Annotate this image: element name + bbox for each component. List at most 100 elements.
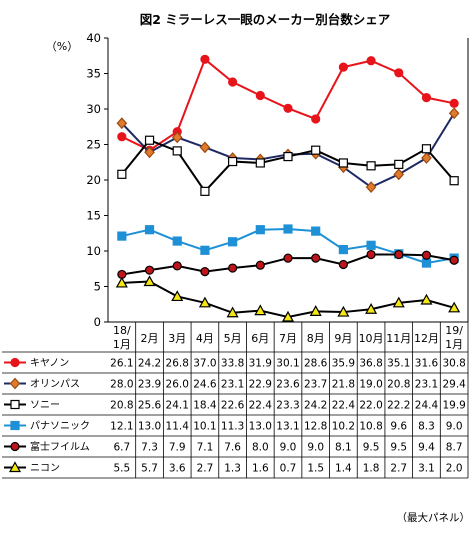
y-tick-label: 20 (86, 173, 101, 187)
table-cell-value: 19.9 (442, 400, 465, 412)
table-cell-value: 1.5 (307, 463, 324, 475)
data-point (394, 68, 404, 78)
table-cell-value: 30.8 (442, 358, 465, 370)
table-cell-value: 35.9 (332, 358, 355, 370)
table-cell-value: 10.1 (193, 421, 216, 433)
legend-label: ニコン (30, 463, 60, 474)
table-cell-value: 24.2 (138, 358, 161, 370)
table-cell-value: 8.1 (335, 442, 352, 454)
data-point (281, 310, 295, 322)
table-cell-value: 22.4 (249, 400, 273, 412)
data-point (393, 168, 405, 181)
table-cell-value: 2.7 (390, 463, 407, 475)
table-cell-value: 9.0 (280, 442, 297, 454)
table-cell-value: 35.1 (387, 358, 410, 370)
table-cell-value: 22.4 (332, 400, 356, 412)
category-label: 18/ (113, 324, 131, 337)
table-cell-value: 2.7 (197, 463, 214, 475)
table-cell-value: 9.4 (418, 442, 435, 454)
y-tick-label: 25 (86, 138, 101, 152)
category-label: 4月 (196, 332, 214, 345)
legend-key (4, 420, 26, 431)
table-cell-value: 12.8 (304, 421, 327, 433)
table-cell-value: 9.5 (390, 442, 407, 454)
data-point (8, 461, 22, 473)
table-cell-value: 22.9 (249, 379, 272, 391)
data-point (283, 103, 293, 113)
data-point (144, 225, 155, 235)
table-cell-value: 36.8 (359, 358, 382, 370)
table-cell-value: 26.0 (166, 379, 189, 391)
table-cell-value: 23.3 (276, 400, 299, 412)
table-cell-value: 24.6 (193, 379, 217, 391)
table-cell-value: 24.4 (415, 400, 439, 412)
table-cell-value: 20.8 (110, 400, 133, 412)
series-1 (116, 107, 460, 193)
y-tick-label: 15 (86, 209, 101, 223)
table-cell-value: 23.6 (276, 379, 300, 391)
legend-label: 富士フイルム (30, 440, 90, 453)
table-cell-value: 29.4 (442, 379, 466, 391)
data-point (200, 245, 210, 255)
legend-label: パナソニック (30, 420, 90, 432)
series-layer (115, 54, 461, 322)
table-cell-value: 12.1 (110, 421, 133, 433)
data-point (420, 293, 433, 305)
legend-key (4, 399, 26, 410)
category-label: 1月 (113, 338, 131, 351)
category-label: 5月 (224, 332, 242, 345)
data-point (226, 306, 239, 318)
table-cell-value: 8.7 (446, 442, 463, 454)
table-cell-value: 23.1 (221, 379, 244, 391)
table-cell-value: 6.7 (113, 442, 130, 454)
category-label: 2月 (141, 332, 159, 345)
data-point (143, 275, 156, 287)
table-cell-value: 7.9 (169, 442, 186, 454)
data-point (10, 420, 20, 431)
data-point (228, 237, 238, 247)
legend-label: ソニー (30, 400, 60, 411)
data-point (228, 156, 238, 167)
table-cell-value: 7.1 (197, 442, 214, 454)
table-cell-value: 21.8 (332, 379, 355, 391)
y-tick-label: 10 (86, 244, 101, 258)
table-cell-value: 0.7 (280, 463, 297, 475)
table-cell-value: 8.0 (252, 442, 269, 454)
table-cell-value: 24.2 (304, 400, 327, 412)
data-point (338, 62, 348, 72)
table-cell-value: 19.0 (359, 379, 382, 391)
category-label: 9月 (334, 332, 352, 345)
data-table: キヤノン 26.1 24.2 26.8 37.0 33.8 31.9 30.1 28.6 35.9… (2, 322, 469, 479)
category-label: 11月 (386, 332, 411, 345)
y-axis: 0 5 10 15 20 25 30 35 40 (86, 31, 108, 329)
table-cell-value: 28.0 (110, 379, 133, 391)
data-point (394, 159, 404, 169)
data-point (116, 117, 128, 130)
legend-label: オリンパス (30, 378, 80, 390)
data-point (337, 305, 350, 317)
category-label: 6月 (251, 332, 269, 345)
table-cell-value: 23.9 (138, 379, 161, 391)
table-cell-value: 9.5 (363, 442, 380, 454)
data-point (172, 146, 182, 156)
data-point (311, 253, 321, 263)
table-cell-value: 1.8 (363, 463, 380, 475)
table-cell-value: 30.1 (276, 358, 299, 370)
table-cell-value: 11.4 (166, 421, 190, 433)
table-cell-value: 22.6 (221, 400, 245, 412)
data-point (449, 98, 459, 108)
data-point (421, 93, 432, 103)
data-point (144, 265, 155, 275)
data-point (115, 276, 128, 288)
plot-frame (107, 38, 469, 478)
table-cell-value: 31.6 (415, 358, 439, 370)
data-point (449, 255, 459, 265)
category-label: 1月 (445, 338, 463, 351)
data-point (311, 114, 321, 124)
data-point (255, 90, 265, 101)
table-cell-value: 31.9 (249, 358, 272, 370)
data-point (144, 135, 155, 145)
data-point (172, 261, 182, 271)
